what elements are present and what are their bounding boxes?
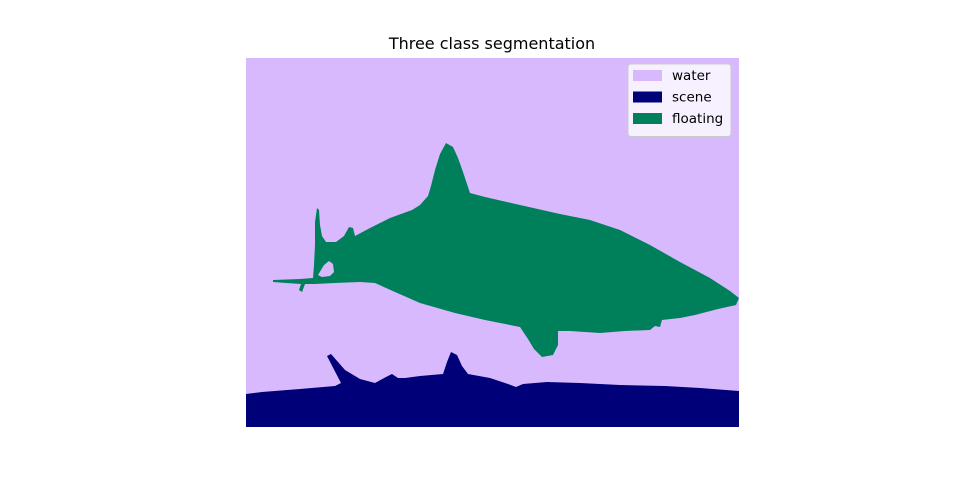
- legend-swatch-water: [633, 70, 662, 81]
- legend-swatch-scene: [633, 91, 662, 103]
- floating-region: [273, 143, 739, 357]
- legend-label-floating: floating: [672, 111, 723, 127]
- chart-title: Three class segmentation: [388, 34, 595, 53]
- legend: water scene floating: [627, 63, 732, 137]
- legend-swatch-floating: [633, 113, 662, 124]
- scene-region: [246, 352, 739, 427]
- legend-label-scene: scene: [672, 90, 712, 106]
- legend-label-water: water: [672, 68, 711, 84]
